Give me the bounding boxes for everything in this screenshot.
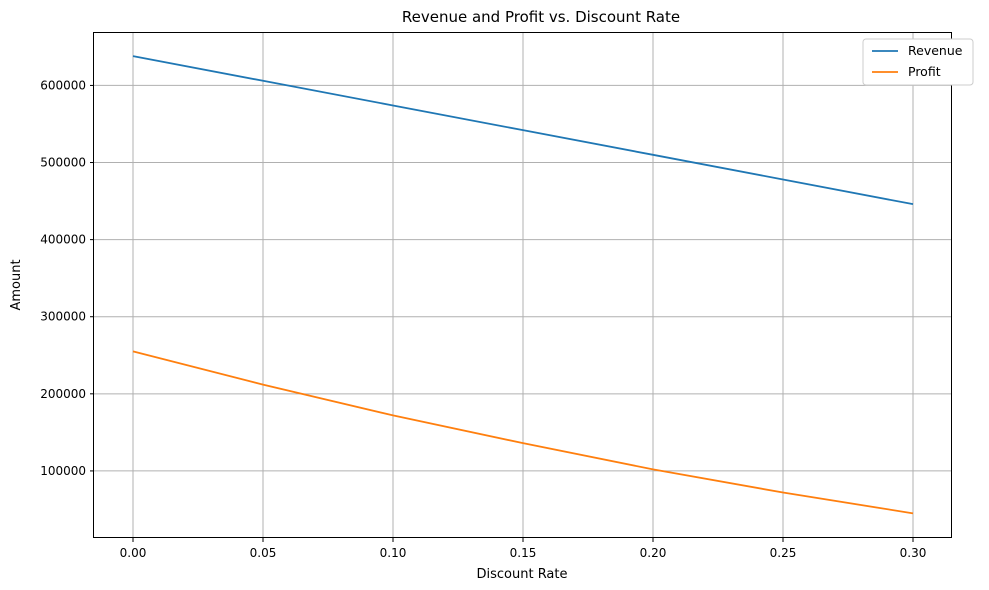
x-tick-label: 0.30 — [900, 546, 927, 560]
y-axis: 100000 200000 300000 400000 500000 600000 — [40, 78, 94, 478]
series-group — [132, 55, 914, 515]
y-tick-label: 600000 — [40, 78, 86, 92]
x-tick-label: 0.15 — [510, 546, 537, 560]
series-line-profit — [132, 350, 914, 515]
y-tick-label: 400000 — [40, 233, 86, 247]
plot-frame — [93, 32, 952, 538]
x-tick-label: 0.10 — [380, 546, 407, 560]
y-tick-label: 100000 — [40, 464, 86, 478]
x-axis: 0.00 0.05 0.10 0.15 0.20 0.25 0.30 — [120, 538, 927, 560]
y-tick-label: 200000 — [40, 387, 86, 401]
x-axis-label: Discount Rate — [476, 567, 567, 582]
y-axis-label: Amount — [9, 259, 24, 310]
x-tick-label: 0.05 — [250, 546, 277, 560]
x-tick-label: 0.25 — [770, 546, 797, 560]
grid — [94, 33, 952, 538]
legend: Revenue Profit — [862, 38, 974, 86]
series-line-revenue — [132, 55, 914, 206]
legend-label-revenue: Revenue — [908, 43, 963, 58]
x-tick-label: 0.20 — [640, 546, 667, 560]
chart-title: Revenue and Profit vs. Discount Rate — [402, 8, 680, 26]
y-tick-label: 500000 — [40, 156, 86, 170]
y-tick-label: 300000 — [40, 310, 86, 324]
legend-label-profit: Profit — [908, 64, 941, 79]
x-tick-label: 0.00 — [120, 546, 147, 560]
